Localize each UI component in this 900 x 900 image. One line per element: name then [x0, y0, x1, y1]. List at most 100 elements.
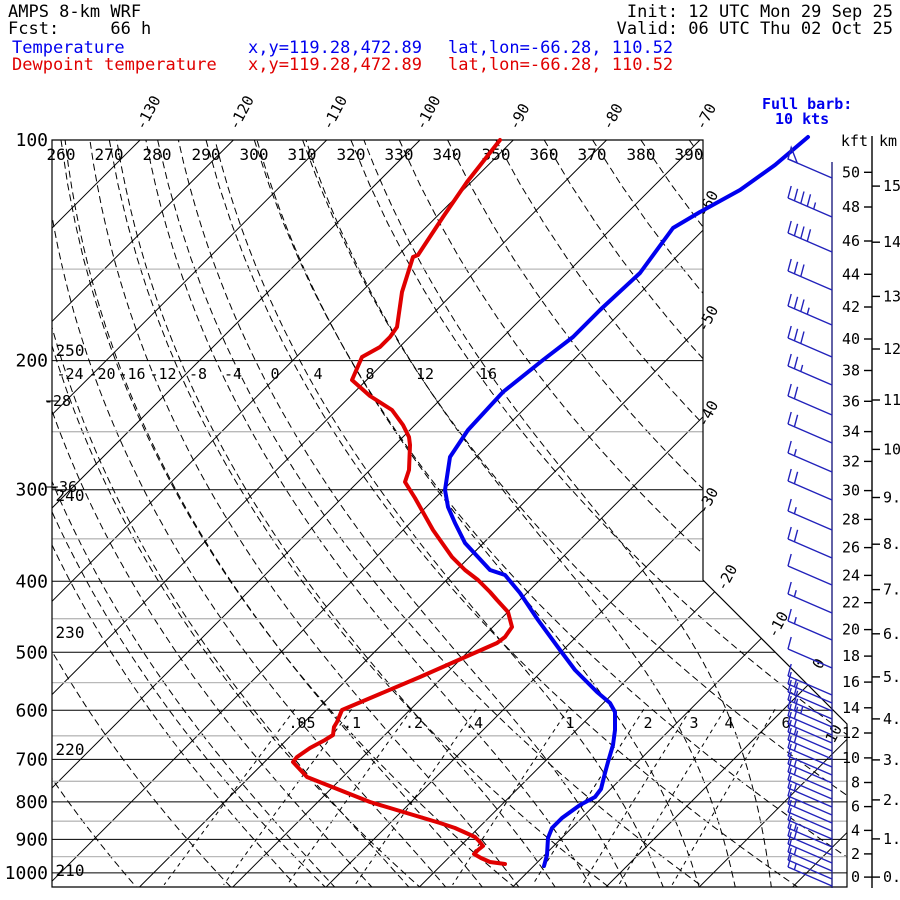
km-tick-label: 10. [883, 440, 900, 458]
kft-tick-label: 26 [842, 539, 860, 557]
dry-adiabat-top-label: 390 [675, 145, 704, 164]
km-tick-label: 8. [883, 535, 900, 553]
dry-adiabat-top-label: 320 [337, 145, 366, 164]
dry-adiabat-left-label: 240 [56, 486, 85, 505]
moist-adiabat-label: 8 [365, 365, 374, 383]
legend-dewpoint-label: Dewpoint temperature [12, 55, 217, 75]
dry-adiabat-left-label: 210 [56, 861, 85, 880]
moist-adiabat-label: -16 [118, 365, 145, 383]
moist-adiabat-label: 0 [270, 365, 279, 383]
kft-tick-label: 28 [842, 510, 860, 528]
isotherm-right-label: -20 [713, 562, 742, 594]
kft-tick-label: 22 [842, 594, 860, 612]
kft-tick-label: 36 [842, 392, 860, 410]
moist-adiabat-left-label: -36 [50, 478, 77, 496]
mixing-ratio-label: .1 [343, 714, 361, 732]
kft-tick-label: 20 [842, 621, 860, 639]
pressure-axis-label: 200 [15, 351, 48, 372]
barb-legend-line2: 10 kts [775, 110, 830, 128]
legend-dewpoint-latlon: lat,lon=-66.28, 110.52 [448, 55, 674, 75]
kft-tick-label: 48 [842, 198, 860, 216]
pressure-axis-label: 1000 [5, 863, 48, 884]
pressure-axis-label: 400 [15, 571, 48, 592]
isotherm-top-label: -120 [225, 93, 258, 133]
legend-dewpoint-xy: x,y=119.28,472.89 [248, 55, 422, 75]
legend-temperature-xy: x,y=119.28,472.89 [248, 38, 422, 58]
moist-adiabat-label: -12 [149, 365, 176, 383]
kft-tick-label: 38 [842, 362, 860, 380]
dry-adiabat-left-label: 220 [56, 740, 85, 759]
km-tick-label: 11. [883, 391, 900, 409]
dry-adiabat-top-label: 350 [482, 145, 511, 164]
kft-tick-label: 44 [842, 265, 860, 283]
kft-tick-label: 6 [851, 798, 860, 816]
isotherm-top-label: -100 [412, 93, 445, 133]
valid-time: Valid: 06 UTC Thu 02 Oct 25 [616, 19, 893, 39]
moist-adiabat-label: 4 [313, 365, 322, 383]
dry-adiabat-top-label: 360 [530, 145, 559, 164]
km-axis-title: km [879, 132, 897, 150]
km-tick-label: 9. [883, 489, 900, 507]
km-tick-label: 6. [883, 625, 900, 643]
pressure-axis-label: 900 [15, 829, 48, 850]
dry-adiabat-left-label: 250 [56, 341, 85, 360]
dry-adiabat-top-label: 340 [433, 145, 462, 164]
kft-tick-label: 14 [842, 699, 860, 717]
dewpoint-curve [291, 138, 514, 866]
mixing-ratio-label: 1 [565, 714, 574, 732]
km-tick-label: 0. [883, 868, 900, 886]
km-tick-label: 14. [883, 233, 900, 251]
isotherm-top-label: -90 [505, 101, 534, 133]
kft-tick-label: 2 [851, 845, 860, 863]
km-tick-label: 13. [883, 287, 900, 305]
mixing-ratio-label: 4 [724, 714, 733, 732]
pressure-axis-label: 800 [15, 792, 48, 813]
dry-adiabat-top-label: 330 [385, 145, 414, 164]
mixing-ratio-label: .2 [405, 714, 423, 732]
mixing-ratio-label: 3 [689, 714, 698, 732]
moist-adiabat-label: 16 [479, 365, 497, 383]
moist-adiabat-label: -24 [56, 365, 83, 383]
kft-tick-label: 24 [842, 566, 860, 584]
kft-tick-label: 32 [842, 452, 860, 470]
dry-adiabat-top-label: 300 [240, 145, 269, 164]
isotherm-top-label: -80 [598, 101, 627, 133]
mixing-ratio-label: 2 [643, 714, 652, 732]
plot-boundary [51, 139, 848, 888]
km-tick-label: 4. [883, 710, 900, 728]
pressure-axis-label: 600 [15, 700, 48, 721]
kft-tick-label: 18 [842, 647, 860, 665]
pressure-axis-label: 300 [15, 480, 48, 501]
isotherm-top-label: -110 [318, 93, 351, 133]
wind-barbs [787, 145, 833, 887]
km-tick-label: 5. [883, 668, 900, 686]
mixing-ratio-label: 6 [781, 714, 790, 732]
pressure-axis-label: 700 [15, 749, 48, 770]
init-time: Init: 12 UTC Mon 29 Sep 25 [626, 2, 893, 22]
isotherm-right-label: -40 [694, 398, 723, 430]
kft-tick-label: 0 [851, 868, 860, 886]
kft-tick-label: 30 [842, 482, 860, 500]
pressure-axis-label: 500 [15, 642, 48, 663]
dry-adiabat-top-label: 290 [192, 145, 221, 164]
temperature-curve [443, 135, 810, 868]
isotherm-right-label: -10 [764, 609, 793, 641]
mixing-ratio-label: .4 [465, 714, 483, 732]
kft-tick-label: 40 [842, 330, 860, 348]
km-tick-label: 3. [883, 751, 900, 769]
barb-legend-line1: Full barb: [762, 95, 853, 113]
moist-adiabat-left-label: -28 [44, 392, 71, 410]
kft-tick-label: 12 [842, 724, 860, 742]
km-tick-label: 7. [883, 581, 900, 599]
km-tick-label: 2. [883, 791, 900, 809]
kft-tick-label: 42 [842, 298, 860, 316]
pressure-axis-label: 100 [15, 130, 48, 151]
dry-adiabat-top-label: 370 [578, 145, 607, 164]
app-title: AMPS 8-km WRF [8, 2, 142, 22]
kft-tick-label: 8 [851, 774, 860, 792]
dry-adiabat-top-label: 280 [143, 145, 172, 164]
dry-adiabat-top-label: 310 [288, 145, 317, 164]
isotherm-top-label: -70 [692, 101, 721, 133]
kft-tick-label: 10 [842, 749, 860, 767]
